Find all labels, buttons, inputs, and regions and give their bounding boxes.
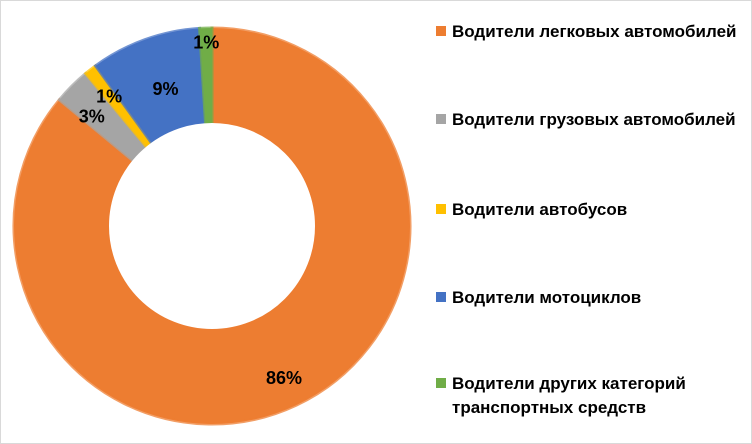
chart-legend: Водители легковых автомобилей Водители г…	[436, 0, 752, 444]
legend-swatch-cars	[436, 26, 446, 36]
legend-swatch-buses	[436, 204, 446, 214]
legend-swatch-motorcycles	[436, 292, 446, 302]
slice-label-trucks: 3%	[79, 107, 105, 127]
donut-chart: 86%3%1% 9%1%	[12, 26, 412, 426]
legend-swatch-trucks	[436, 114, 446, 124]
legend-swatch-other	[436, 378, 446, 388]
legend-label-buses: Водители автобусов	[452, 200, 628, 219]
slice-label-other: 1%	[193, 32, 219, 52]
legend-item-cars: Водители легковых автомобилей	[436, 20, 752, 44]
slice-label-buses: 1%	[96, 86, 122, 106]
legend-label-trucks: Водители грузовых автомобилей	[452, 110, 736, 129]
donut-hole	[109, 123, 315, 329]
legend-label-other: Водители других категорий транспортных с…	[452, 374, 686, 417]
slice-label-motorcycles: 9%	[153, 79, 179, 99]
legend-label-cars: Водители легковых автомобилей	[452, 22, 737, 41]
legend-item-buses: Водители автобусов	[436, 198, 752, 222]
legend-item-trucks: Водители грузовых автомобилей	[436, 108, 752, 132]
legend-item-motorcycles: Водители мотоциклов	[436, 286, 752, 310]
legend-item-other: Водители других категорий транспортных с…	[436, 372, 752, 420]
slice-label-cars: 86%	[266, 368, 302, 388]
legend-label-motorcycles: Водители мотоциклов	[452, 288, 642, 307]
